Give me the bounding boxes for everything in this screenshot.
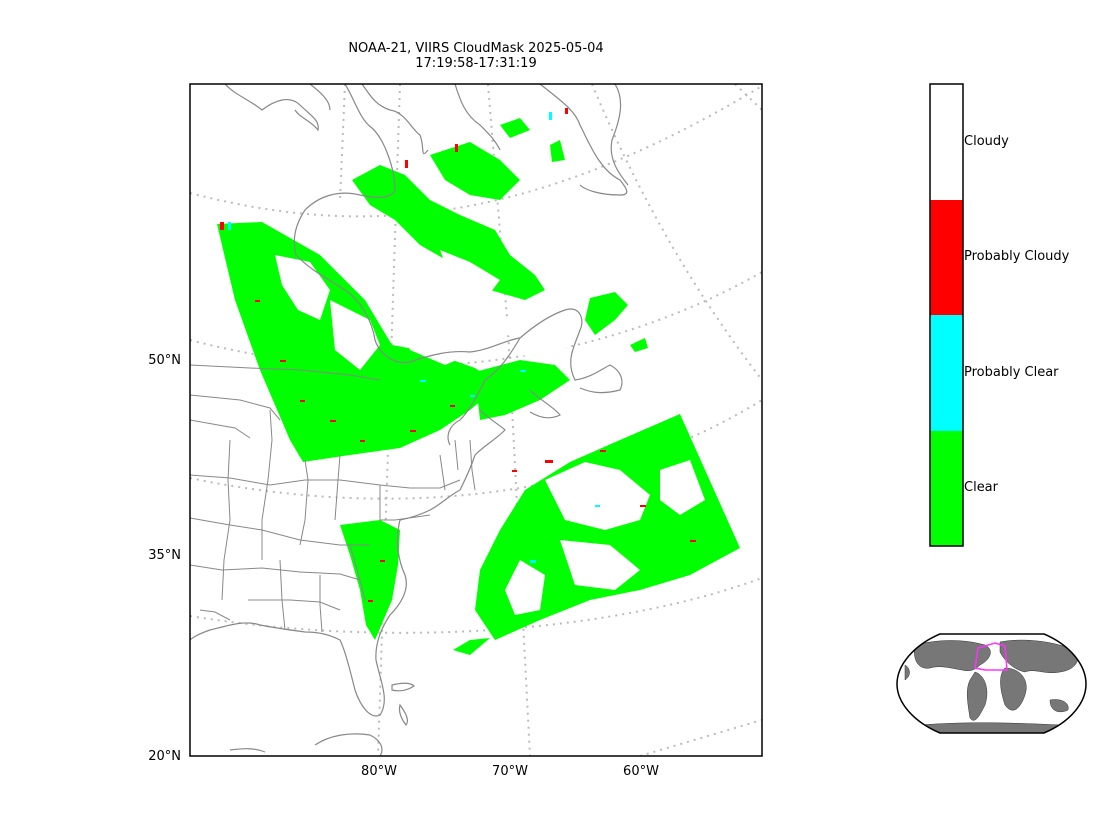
legend-swatch-probably-clear: [930, 315, 963, 431]
legend-label-cloudy: Cloudy: [964, 134, 1009, 149]
legend-colorbar: [929, 83, 964, 547]
cloudmask-probably-cloudy: [220, 108, 696, 602]
legend-swatch-cloudy: [930, 84, 963, 200]
lat-label-20n: 20°N: [148, 749, 181, 764]
cloudmask-cloudy: [275, 250, 705, 615]
legend-label-probably-clear: Probably Clear: [964, 365, 1059, 380]
lon-label-80w: 80°W: [361, 764, 397, 779]
map-frame: [189, 83, 763, 757]
lon-label-70w: 70°W: [492, 764, 528, 779]
title-line-2: 17:19:58-17:31:19: [415, 56, 537, 71]
lat-label-35n: 35°N: [148, 548, 181, 563]
figure-title: NOAA-21, VIIRS CloudMask 2025-05-04 17:1…: [190, 41, 762, 71]
legend-swatch-probably-cloudy: [930, 200, 963, 315]
coastlines: [190, 84, 629, 756]
cloudmask-probably-clear: [228, 112, 600, 563]
lat-label-50n: 50°N: [148, 353, 181, 368]
title-line-1: NOAA-21, VIIRS CloudMask 2025-05-04: [348, 41, 604, 56]
inset-world-map: [896, 633, 1087, 734]
lon-label-60w: 60°W: [623, 764, 659, 779]
legend-label-probably-cloudy: Probably Cloudy: [964, 249, 1070, 264]
legend-swatch-clear: [930, 431, 963, 546]
political-borders: [190, 364, 476, 633]
inset-swath-highlight: [974, 642, 1008, 671]
legend-label-clear: Clear: [964, 480, 998, 495]
